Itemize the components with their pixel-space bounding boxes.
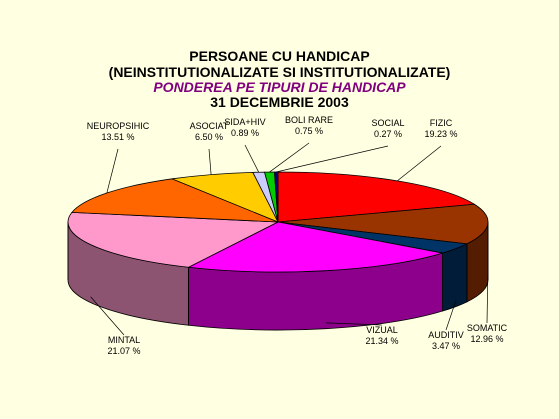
slice-value-mintal: 21.07 %	[107, 346, 140, 356]
slice-value-sida-hiv: 0.89 %	[231, 128, 259, 138]
chart-title-line2: (NEINSTITUTIONALIZATE SI INSTITUTIONALIZ…	[108, 64, 451, 80]
slice-somatic	[277, 203, 489, 245]
chart-title: PERSOANE CU HANDICAP	[189, 48, 370, 64]
slice-label-fizic: FIZIC	[430, 118, 453, 128]
slice-value-auditiv: 3.47 %	[432, 341, 460, 351]
leader-line-asociat	[208, 148, 212, 175]
slice-mintal	[67, 211, 280, 268]
slice-label-neuropsihic: NEUROPSIHIC	[87, 121, 150, 131]
slice-value-somatic: 12.96 %	[470, 334, 503, 344]
leader-line-auditiv	[445, 300, 457, 331]
leader-line-fizic	[397, 145, 442, 182]
chart-date: 31 DECEMBRIE 2003	[210, 94, 349, 110]
slice-side-auditiv	[442, 243, 468, 312]
slice-value-boli-rare: 0.75 %	[295, 126, 323, 136]
slice-value-social: 0.27 %	[374, 129, 402, 139]
leader-line-vizual	[325, 322, 383, 326]
slice-value-fizic: 19.23 %	[424, 129, 457, 139]
slice-label-asociat: ASOCIAT	[190, 121, 229, 131]
leader-line-boli-rare	[269, 142, 310, 173]
leader-line-mintal	[90, 296, 125, 336]
leader-line-somatic	[486, 276, 489, 324]
slice-label-social: SOCIAL	[371, 118, 404, 128]
leader-line-sida-hiv	[244, 144, 260, 173]
chart-subtitle: PONDEREA PE TIPURI DE HANDICAP	[153, 79, 406, 95]
slice-social	[274, 171, 279, 223]
leader-line-social	[276, 145, 389, 173]
slice-value-vizual: 21.34 %	[365, 336, 398, 346]
slice-label-vizual: VIZUAL	[366, 325, 398, 335]
slice-label-boli-rare: BOLI RARE	[285, 115, 333, 125]
slice-value-asociat: 6.50 %	[195, 132, 223, 142]
slice-label-sida-hiv: SIDA+HIV	[224, 117, 265, 127]
leader-line-neuropsihic	[106, 148, 119, 194]
slice-vizual	[187, 221, 443, 273]
slice-label-somatic: SOMATIC	[467, 323, 508, 333]
slice-label-mintal: MINTAL	[108, 335, 140, 345]
slice-label-auditiv: AUDITIV	[428, 330, 464, 340]
slice-value-neuropsihic: 13.51 %	[101, 132, 134, 142]
